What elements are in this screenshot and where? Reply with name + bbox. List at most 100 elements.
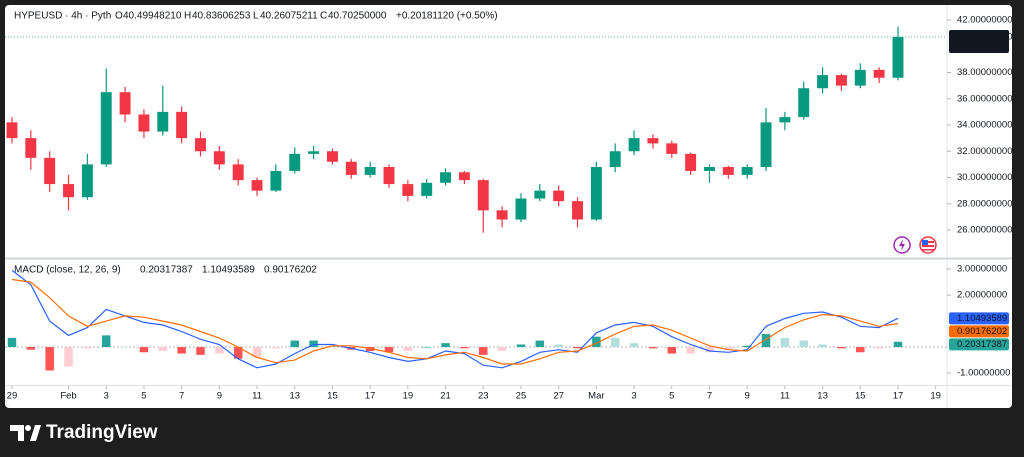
candle-body bbox=[741, 167, 753, 175]
icon-ring bbox=[893, 236, 911, 254]
histogram-bar bbox=[215, 347, 224, 354]
x-tick-label: 7 bbox=[179, 391, 184, 402]
candle-body bbox=[798, 88, 810, 118]
x-tick-label: 11 bbox=[780, 391, 790, 402]
candle-body bbox=[666, 143, 678, 154]
histogram-bar bbox=[252, 347, 262, 358]
ohlc-value: 40.70250000 bbox=[328, 11, 387, 22]
candle-body bbox=[609, 151, 621, 168]
histogram-bar bbox=[422, 347, 431, 348]
brand-name: TradingView bbox=[46, 422, 158, 443]
candle-body bbox=[100, 92, 112, 165]
histogram-bar bbox=[592, 336, 601, 348]
histogram-bar bbox=[26, 347, 36, 350]
icon-canton bbox=[922, 240, 928, 245]
flag-icon[interactable] bbox=[919, 236, 937, 254]
candle-body bbox=[63, 184, 74, 198]
histogram-bar bbox=[818, 344, 827, 348]
x-tick-label: 13 bbox=[817, 391, 828, 402]
candle-body bbox=[289, 153, 301, 171]
histogram-bar bbox=[780, 337, 790, 348]
y-tick-label: 26.00000000 bbox=[957, 225, 1012, 236]
histogram-bar bbox=[893, 341, 903, 348]
candle-body bbox=[270, 170, 282, 191]
histogram-bar bbox=[460, 347, 469, 349]
x-tick-label: 9 bbox=[745, 391, 750, 402]
histogram-bar bbox=[610, 337, 620, 348]
x-tick-label: 11 bbox=[252, 391, 262, 402]
x-tick-label: 25 bbox=[516, 391, 527, 402]
histogram-bar bbox=[686, 347, 695, 354]
x-tick-label: 19 bbox=[403, 391, 414, 402]
ohlc-key: H bbox=[184, 11, 191, 22]
histogram-bar bbox=[837, 347, 846, 349]
histogram-bar bbox=[516, 344, 526, 348]
histogram-bar bbox=[64, 347, 73, 367]
histogram-bar bbox=[573, 347, 582, 349]
candle-body bbox=[440, 172, 452, 183]
x-tick-label: 9 bbox=[217, 391, 222, 402]
ohlc-value: 40.49948210 bbox=[123, 11, 182, 22]
histogram-bar bbox=[45, 347, 54, 371]
histogram-bar bbox=[705, 347, 714, 353]
y-tick-label: 34.00000000 bbox=[957, 120, 1012, 131]
y-tick-label: 36.00000000 bbox=[957, 93, 1012, 104]
last-price-label: 40.70250000 bbox=[957, 32, 1012, 43]
last-value-box bbox=[949, 338, 1009, 351]
legend-value: 1.10493589 bbox=[202, 265, 255, 276]
alert-icon[interactable] bbox=[893, 236, 911, 254]
candle-body bbox=[722, 167, 734, 175]
histogram-bar bbox=[177, 347, 186, 354]
candle-body bbox=[364, 167, 376, 175]
histogram-bar bbox=[874, 347, 884, 349]
last-value-box bbox=[949, 325, 1009, 338]
candle-body bbox=[81, 164, 93, 198]
ohlc-key: O bbox=[115, 11, 123, 22]
candle-body bbox=[138, 114, 150, 132]
last-value-label: 1.10493589 bbox=[957, 313, 1007, 324]
candle-body bbox=[251, 180, 263, 191]
x-tick-label: 5 bbox=[141, 391, 146, 402]
legend-value: 0.90176202 bbox=[264, 265, 317, 276]
candle-body bbox=[704, 167, 715, 171]
candles bbox=[6, 26, 904, 233]
ohlc-key: L bbox=[253, 11, 259, 22]
candle-body bbox=[515, 198, 527, 220]
histogram-bar bbox=[441, 343, 450, 348]
x-tick-label: 29 bbox=[7, 391, 18, 402]
x-tick-label: 17 bbox=[365, 391, 376, 402]
last-value-label: 0.20317387 bbox=[957, 339, 1007, 350]
histogram-bar bbox=[535, 340, 545, 348]
candle-body bbox=[195, 138, 206, 152]
last-price-box bbox=[949, 30, 1009, 54]
y-tick-label: 2.00000000 bbox=[957, 290, 1007, 301]
candle-body bbox=[760, 122, 772, 168]
candle-body bbox=[628, 138, 640, 152]
histogram-bar bbox=[479, 347, 488, 355]
candle-body bbox=[232, 164, 244, 181]
y-tick-label: 32.00000000 bbox=[957, 146, 1012, 157]
x-tick-label: 19 bbox=[930, 391, 941, 402]
indicator-title: MACD (close, 12, 26, 9) bbox=[14, 265, 121, 276]
histogram-bar bbox=[233, 347, 243, 359]
candle-body bbox=[534, 190, 546, 199]
histogram-bar bbox=[403, 347, 413, 351]
ohlc-value: 40.83606253 bbox=[192, 11, 251, 22]
candle-body bbox=[647, 138, 659, 144]
histogram-bar bbox=[554, 344, 563, 348]
candle-body bbox=[779, 117, 791, 123]
candle-body bbox=[553, 190, 565, 202]
histogram-bar bbox=[120, 347, 130, 348]
x-tick-label: Mar bbox=[588, 391, 604, 402]
histogram-bar bbox=[83, 347, 92, 349]
chart-panel bbox=[5, 5, 1012, 408]
symbol-title: HYPEUSD · 4h · Pyth bbox=[14, 11, 111, 22]
candle-body bbox=[308, 151, 320, 154]
y-tick-label: 28.00000000 bbox=[957, 198, 1012, 209]
candle-body bbox=[402, 184, 414, 196]
x-tick-label: 15 bbox=[855, 391, 866, 402]
histogram-bar bbox=[196, 347, 205, 355]
candle-body bbox=[383, 167, 395, 185]
histogram-bar bbox=[384, 347, 394, 353]
